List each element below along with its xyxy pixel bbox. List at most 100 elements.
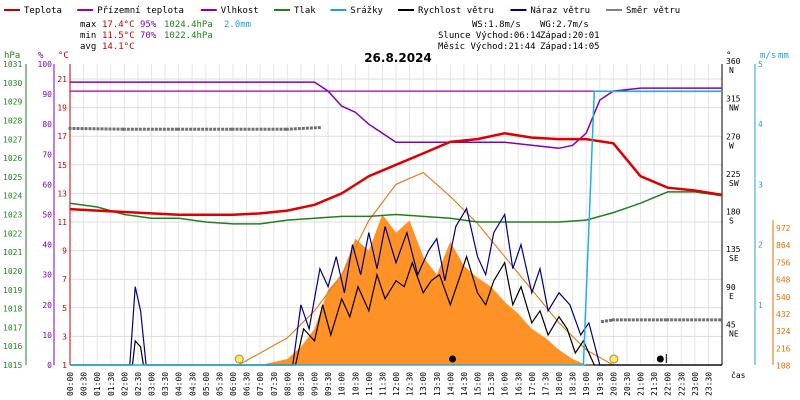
series-wind-dir-point bbox=[193, 127, 197, 131]
tick-mm-5: 432 bbox=[776, 310, 791, 319]
series-wind-dir-point bbox=[134, 127, 138, 131]
series-wind-dir-point bbox=[611, 318, 615, 322]
series-wind-dir-point bbox=[297, 127, 301, 131]
series-wind-dir-point bbox=[112, 127, 116, 131]
tick-mm-4: 540 bbox=[776, 293, 791, 302]
tick-x-2: 01:00 bbox=[93, 372, 102, 396]
tick-dir-4: S bbox=[729, 217, 734, 226]
series-wind-dir-point bbox=[313, 126, 317, 130]
tick-hpa-8: 1023 bbox=[3, 211, 22, 220]
tick-deg-5: 135 bbox=[726, 245, 741, 254]
tick-pct-4: 60 bbox=[42, 180, 52, 189]
axis-title-deg: ° bbox=[726, 51, 731, 61]
stat-min-temp: 11.5°C bbox=[102, 31, 135, 41]
series-wind-dir-point bbox=[604, 319, 608, 323]
tick-x-46: 23:00 bbox=[691, 372, 700, 396]
series-wind-dir-point bbox=[80, 127, 84, 131]
stat-max-label: max bbox=[80, 20, 97, 30]
series-wind-dir-point bbox=[627, 318, 631, 322]
series-wind-dir-point bbox=[205, 127, 209, 131]
stat-moonset: Západ:14:05 bbox=[540, 42, 600, 52]
tick-c-10: 1 bbox=[62, 361, 67, 370]
tick-deg-2: 270 bbox=[726, 132, 741, 141]
tick-x-11: 05:30 bbox=[215, 372, 224, 396]
tick-hpa-2: 1029 bbox=[3, 98, 22, 107]
tick-ms-4: 1 bbox=[758, 301, 763, 310]
series-wind-dir-point bbox=[267, 127, 271, 131]
tick-x-31: 15:30 bbox=[487, 372, 496, 396]
chart-title: 26.8.2024 bbox=[364, 51, 432, 65]
stat-sunset: Západ:20:01 bbox=[540, 31, 600, 41]
series-wind-dir-point bbox=[162, 127, 166, 131]
series-wind-dir-point bbox=[170, 127, 174, 131]
tick-c-1: 19 bbox=[57, 104, 67, 113]
series-wind-dir-point bbox=[309, 126, 313, 130]
series-wind-dir-point bbox=[686, 318, 690, 322]
legend-label-2: Vlhkost bbox=[221, 6, 259, 16]
tick-dir-7: NE bbox=[729, 329, 739, 338]
tick-x-23: 11:30 bbox=[378, 372, 387, 396]
series-wind-dir-point bbox=[710, 318, 714, 322]
series-wind-dir-point bbox=[142, 127, 146, 131]
series-wind-dir-point bbox=[154, 127, 158, 131]
axis-title-c: °C bbox=[58, 51, 69, 61]
tick-pct-9: 10 bbox=[42, 331, 52, 340]
series-wind-dir-point bbox=[213, 127, 217, 131]
tick-hpa-9: 1022 bbox=[3, 229, 22, 238]
stat-wg: WG:2.7m/s bbox=[540, 20, 589, 30]
tick-x-44: 22:00 bbox=[664, 372, 673, 396]
tick-mm-6: 324 bbox=[776, 327, 791, 336]
tick-x-36: 18:00 bbox=[555, 372, 564, 396]
tick-deg-3: 225 bbox=[726, 170, 741, 179]
series-wind-dir-point bbox=[615, 318, 619, 322]
tick-x-42: 21:00 bbox=[637, 372, 646, 396]
tick-mm-0: 972 bbox=[776, 224, 791, 233]
series-wind-dir-point bbox=[108, 127, 112, 131]
tick-hpa-7: 1024 bbox=[3, 192, 22, 201]
tick-x-14: 07:00 bbox=[256, 372, 265, 396]
series-wind-dir-point bbox=[88, 127, 92, 131]
tick-pct-8: 20 bbox=[42, 301, 52, 310]
tick-hpa-1: 1030 bbox=[3, 79, 22, 88]
tick-c-3: 15 bbox=[57, 161, 67, 170]
series-wind-dir-point bbox=[251, 127, 255, 131]
tick-dir-2: W bbox=[729, 141, 734, 150]
series-pressure-line bbox=[69, 191, 723, 225]
legend-label-5: Rychlost větru bbox=[418, 6, 494, 16]
tick-deg-4: 180 bbox=[726, 208, 741, 217]
series-wind-dir-point bbox=[166, 127, 170, 131]
stat-min-press: 1022.4hPa bbox=[164, 31, 213, 41]
axis-title-mm: mm bbox=[778, 51, 789, 61]
series-wind-dir-point bbox=[639, 318, 643, 322]
tick-dir-5: SE bbox=[729, 254, 739, 263]
tick-x-13: 06:30 bbox=[243, 372, 252, 396]
tick-c-4: 13 bbox=[57, 189, 67, 198]
series-wind-dir-point bbox=[239, 127, 243, 131]
series-wind-dir-point bbox=[209, 127, 213, 131]
legend-label-0: Teplota bbox=[24, 6, 62, 16]
tick-x-10: 05:00 bbox=[202, 372, 211, 396]
series-wind-dir-point bbox=[177, 127, 181, 131]
tick-deg-7: 45 bbox=[726, 320, 736, 329]
tick-hpa-13: 1018 bbox=[3, 305, 22, 314]
series-wind-dir-point bbox=[229, 127, 233, 131]
series-wind-dir-point bbox=[130, 127, 134, 131]
series-wind-dir-point bbox=[279, 127, 283, 131]
tick-x-15: 07:30 bbox=[270, 372, 279, 396]
series-wind-dir-point bbox=[600, 320, 604, 324]
series-wind-dir-point bbox=[243, 127, 247, 131]
tick-hpa-14: 1017 bbox=[3, 323, 22, 332]
series-wind-dir-point bbox=[72, 126, 76, 130]
stat-max-temp: 17.4°C bbox=[102, 20, 135, 30]
series-wind-dir-point bbox=[698, 318, 702, 322]
series-wind-dir-point bbox=[271, 127, 275, 131]
series-wind-dir-point bbox=[651, 318, 655, 322]
tick-c-5: 11 bbox=[57, 218, 67, 227]
tick-hpa-3: 1028 bbox=[3, 116, 22, 125]
series-wind-dir-point bbox=[259, 127, 263, 131]
series-wind-dir-point bbox=[285, 127, 289, 131]
stat-min-hum: 70% bbox=[140, 31, 157, 41]
sunset-icon bbox=[609, 354, 619, 364]
stat-sunrise: Slunce Východ:06:14 bbox=[438, 31, 541, 41]
